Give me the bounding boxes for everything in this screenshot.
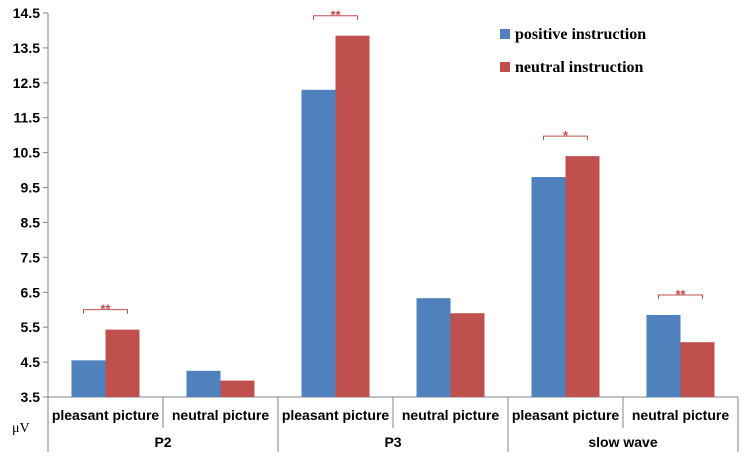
legend-label: positive instruction [515, 26, 646, 43]
bar-neutral-instruction-2 [335, 35, 370, 397]
axes [47, 13, 739, 452]
x-category-label: pleasant picture [282, 407, 390, 423]
bar-positive-instruction-0 [71, 360, 106, 397]
significance-bracket [658, 294, 703, 299]
x-group-label: P2 [154, 434, 171, 450]
x-category-label: pleasant picture [52, 407, 160, 423]
y-tick-label: 11.5 [14, 110, 41, 126]
bar-neutral-instruction-1 [220, 380, 255, 397]
bars [71, 35, 715, 398]
y-tick-label: 3.5 [21, 389, 41, 405]
y-tick-label: 14.5 [13, 5, 40, 21]
significance-label: ** [100, 302, 111, 317]
y-tick-label: 10.5 [13, 145, 40, 161]
bar-neutral-instruction-4 [565, 156, 600, 397]
bar-positive-instruction-3 [416, 298, 451, 397]
x-category-label: neutral picture [172, 407, 269, 423]
x-category-labels: pleasant picture neutral picture pleasant … [52, 407, 730, 423]
y-tick-label: 9.5 [21, 180, 41, 196]
y-tick-label: 13.5 [13, 40, 40, 56]
y-tick-label: 12.5 [13, 75, 40, 91]
x-group-label: slow wave [588, 434, 657, 450]
bar-neutral-instruction-3 [450, 313, 485, 397]
x-category-label: neutral picture [632, 407, 729, 423]
bar-neutral-instruction-0 [105, 329, 140, 397]
significance-bracket [543, 135, 588, 141]
significance-label: ** [675, 287, 686, 302]
significance-label: * [563, 128, 569, 143]
y-tick-label: 5.5 [21, 319, 41, 335]
bar-positive-instruction-2 [301, 89, 336, 398]
x-category-label: pleasant picture [512, 407, 620, 423]
x-group-labels: P2 P3 slow wave [154, 434, 657, 450]
y-tick-label: 6.5 [21, 284, 41, 300]
x-category-label: neutral picture [402, 407, 499, 423]
y-tick-label: 8.5 [21, 214, 41, 230]
bar-positive-instruction-4 [531, 177, 566, 397]
legend-label: neutral instruction [515, 59, 644, 76]
legend-swatch [500, 62, 510, 72]
bar-neutral-instruction-5 [680, 342, 715, 397]
significance-bracket [313, 15, 358, 20]
legend: positive instruction neutral instruction [500, 26, 646, 76]
x-group-label: P3 [384, 434, 401, 450]
y-tick-labels: 3.5 4.5 5.5 6.5 7.5 8.5 9.5 10.5 11.5 12.5 13.5 14.… [13, 5, 48, 405]
significance-label: ** [330, 8, 341, 23]
y-axis-unit-label: μV [12, 421, 30, 436]
y-tick-label: 7.5 [21, 249, 41, 265]
bar-positive-instruction-5 [646, 314, 681, 397]
significance-markers: ******* [83, 8, 703, 317]
bar-positive-instruction-1 [186, 370, 221, 397]
y-tick-label: 4.5 [21, 354, 41, 370]
significance-bracket [83, 309, 128, 314]
legend-swatch [500, 29, 510, 39]
